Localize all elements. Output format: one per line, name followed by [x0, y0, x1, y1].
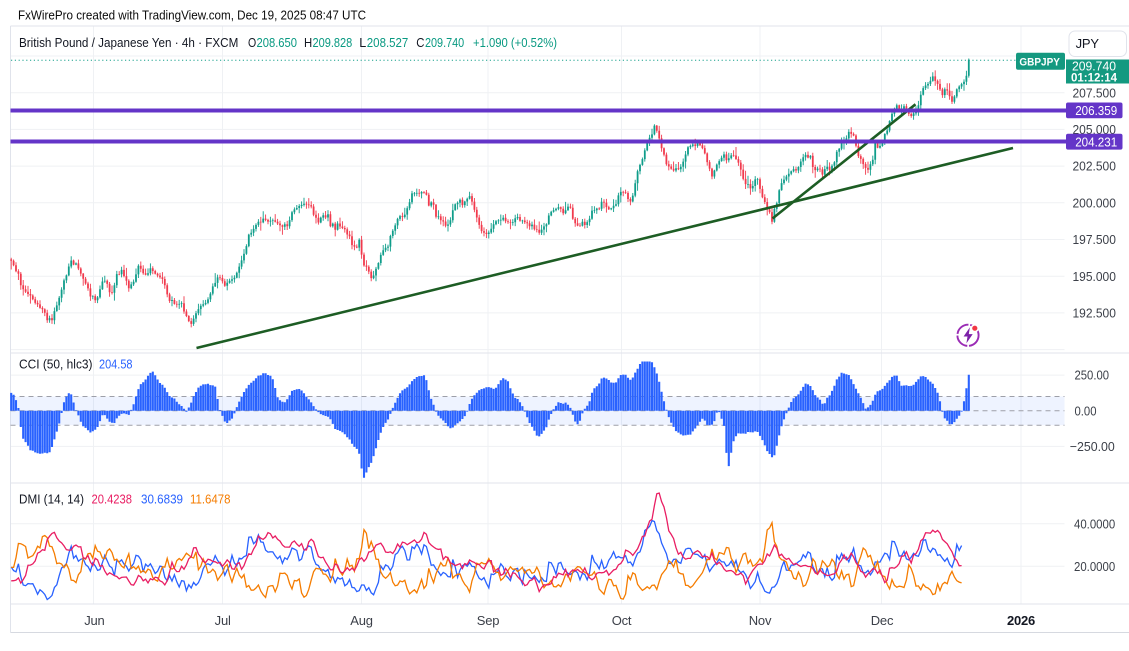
svg-text:L: L [359, 35, 366, 50]
svg-text:Dec: Dec [871, 613, 894, 628]
svg-text:202.500: 202.500 [1073, 159, 1116, 174]
svg-text:204.231: 204.231 [1075, 135, 1117, 150]
svg-text:H: H [304, 35, 312, 50]
svg-text:197.500: 197.500 [1073, 232, 1116, 247]
svg-text:FxWirePro created with Trading: FxWirePro created with TradingView.com, … [18, 7, 366, 22]
svg-text:206.359: 206.359 [1075, 103, 1117, 118]
svg-text:195.000: 195.000 [1073, 269, 1116, 284]
svg-text:01:12:14: 01:12:14 [1071, 70, 1117, 84]
svg-text:Jul: Jul [215, 613, 231, 628]
svg-text:C: C [416, 35, 424, 50]
svg-text:Jun: Jun [84, 613, 104, 628]
svg-text:British Pound / Japanese Yen ·: British Pound / Japanese Yen · 4h · FXCM [19, 35, 238, 50]
svg-text:Sep: Sep [477, 613, 500, 628]
svg-text:20.0000: 20.0000 [1074, 559, 1115, 574]
svg-text:0.00: 0.00 [1075, 403, 1097, 418]
svg-text:20.4238: 20.4238 [92, 492, 133, 507]
svg-text:200.000: 200.000 [1073, 195, 1116, 210]
svg-text:204.58: 204.58 [99, 357, 133, 372]
svg-text:209.828: 209.828 [313, 35, 353, 50]
svg-text:JPY: JPY [1076, 36, 1100, 51]
svg-text:40.0000: 40.0000 [1074, 516, 1115, 531]
svg-text:Aug: Aug [350, 613, 373, 628]
svg-text:11.6478: 11.6478 [190, 492, 231, 507]
svg-text:208.650: 208.650 [257, 35, 298, 50]
svg-text:GBPJPY: GBPJPY [1019, 56, 1060, 68]
svg-text:Oct: Oct [612, 613, 632, 628]
svg-text:O: O [248, 35, 256, 50]
svg-text:205.000: 205.000 [1073, 122, 1116, 137]
svg-text:2026: 2026 [1007, 613, 1035, 628]
svg-text:30.6839: 30.6839 [141, 492, 183, 507]
svg-text:209.740: 209.740 [425, 35, 464, 50]
svg-text:−250.00: −250.00 [1070, 439, 1115, 454]
svg-text:207.500: 207.500 [1073, 85, 1116, 100]
svg-text:208.527: 208.527 [367, 35, 409, 50]
svg-text:CCI (50, hlc3): CCI (50, hlc3) [19, 357, 93, 372]
svg-text:209.740: 209.740 [1072, 58, 1116, 73]
svg-text:250.00: 250.00 [1075, 368, 1110, 383]
svg-text:Nov: Nov [749, 613, 772, 628]
svg-text:DMI (14, 14): DMI (14, 14) [19, 492, 84, 507]
svg-text:192.500: 192.500 [1073, 306, 1116, 321]
svg-text:+1.090 (+0.52%): +1.090 (+0.52%) [473, 35, 557, 50]
